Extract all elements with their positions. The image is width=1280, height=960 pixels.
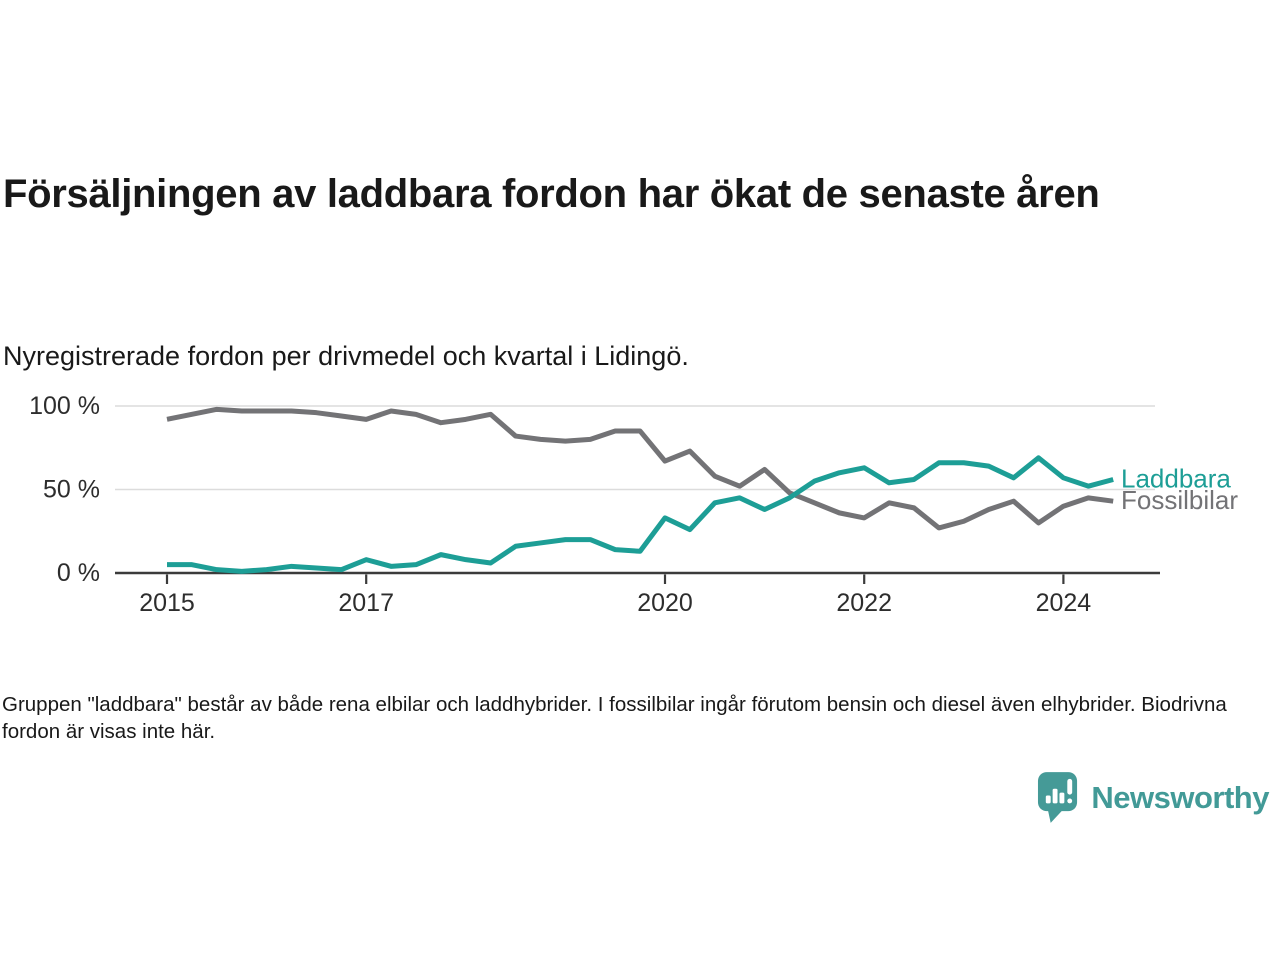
chart-canvas: 2015 2017 2020 2022 2024 0 % 50 % 100 % Fossilbi… xyxy=(29,392,1238,617)
series-line-laddbara xyxy=(167,455,1114,574)
chart-subtitle: Nyregistrerade fordon per drivmedel och … xyxy=(3,341,689,371)
newsworthy-logo: Newsworthy xyxy=(1037,771,1269,824)
x-tick-label: 2015 xyxy=(139,589,195,617)
series-label-laddbara: Laddbara xyxy=(1121,463,1231,493)
newsworthy-bubble-chart-icon xyxy=(1038,772,1078,823)
x-tick-label: 2017 xyxy=(338,589,394,617)
chart-title: Försäljningen av laddbara fordon har öka… xyxy=(3,171,1100,216)
y-tick-label: 100 % xyxy=(29,392,100,420)
series-label-fossilbilar: Fossilbilar xyxy=(1121,485,1238,515)
series-line-fossilbilar xyxy=(166,406,1114,531)
x-tick-label: 2020 xyxy=(637,589,693,617)
y-tick-label: 50 % xyxy=(43,476,100,504)
newsworthy-wordmark: Newsworthy xyxy=(1091,779,1269,815)
x-tick-label: 2024 xyxy=(1036,589,1092,617)
y-tick-label: 0 % xyxy=(57,559,100,587)
x-tick-label: 2022 xyxy=(836,589,892,617)
line-chart: 2015 2017 2020 2022 2024 0 % 50 % 100 % Fossilbi… xyxy=(0,380,1280,635)
footnote: Gruppen "laddbara" består av både rena e… xyxy=(2,692,1227,743)
